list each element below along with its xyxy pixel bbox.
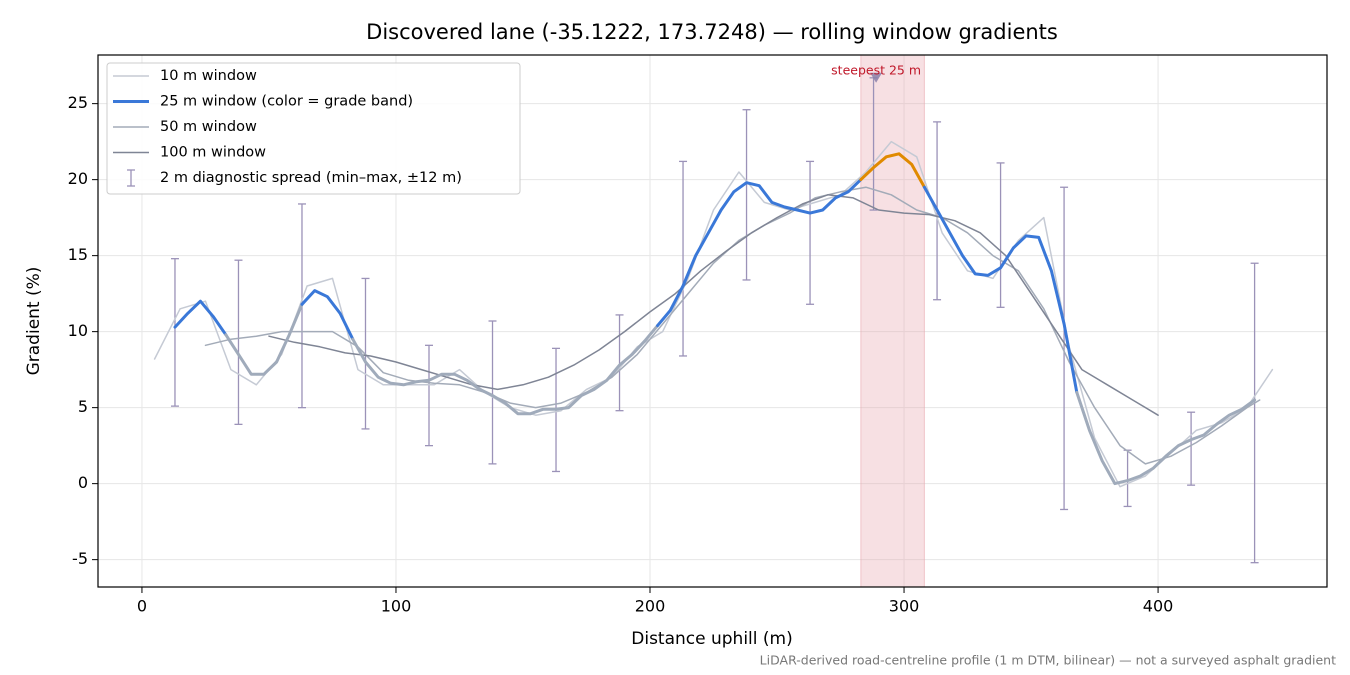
y-tick-label: 20 (68, 169, 88, 188)
line (656, 178, 863, 328)
chart-title: Discovered lane (-35.1222, 173.7248) — r… (366, 20, 1058, 44)
annotation-text: steepest 25 m (831, 62, 921, 77)
y-tick-label: 15 (68, 245, 88, 264)
line (859, 152, 926, 189)
line (268, 194, 1159, 416)
x-tick-label: 200 (635, 597, 666, 616)
line (204, 186, 1261, 465)
footnote: LiDAR-derived road-centreline profile (1… (760, 653, 1336, 668)
legend-label: 25 m window (color = grade band) (160, 94, 413, 110)
legend-label: 10 m window (160, 68, 257, 84)
y-tick-label: 5 (78, 397, 88, 416)
highlight-span (860, 54, 925, 588)
line (224, 302, 304, 376)
line (173, 299, 228, 337)
y-axis-label: Gradient (%) (24, 267, 44, 376)
line (153, 140, 1274, 488)
line (300, 289, 355, 341)
x-tick-label: 300 (889, 597, 920, 616)
line (1075, 390, 1257, 486)
y-tick-label: -5 (72, 549, 88, 568)
legend-label: 50 m window (160, 119, 257, 135)
line (922, 185, 1079, 394)
annotation-marker (870, 72, 883, 83)
plot-frame (97, 54, 1328, 588)
x-tick-label: 100 (381, 597, 412, 616)
line (351, 324, 660, 416)
y-tick-label: 25 (68, 93, 88, 112)
y-tick-label: 10 (68, 321, 88, 340)
x-tick-label: 400 (1143, 597, 1174, 616)
legend-label: 100 m window (160, 145, 266, 161)
legend-label: 2 m diagnostic spread (min–max, ±12 m) (160, 170, 462, 186)
y-tick-label: 0 (78, 473, 88, 492)
x-axis-label: Distance uphill (m) (631, 629, 792, 649)
legend-box (106, 62, 521, 195)
x-tick-label: 0 (137, 597, 147, 616)
